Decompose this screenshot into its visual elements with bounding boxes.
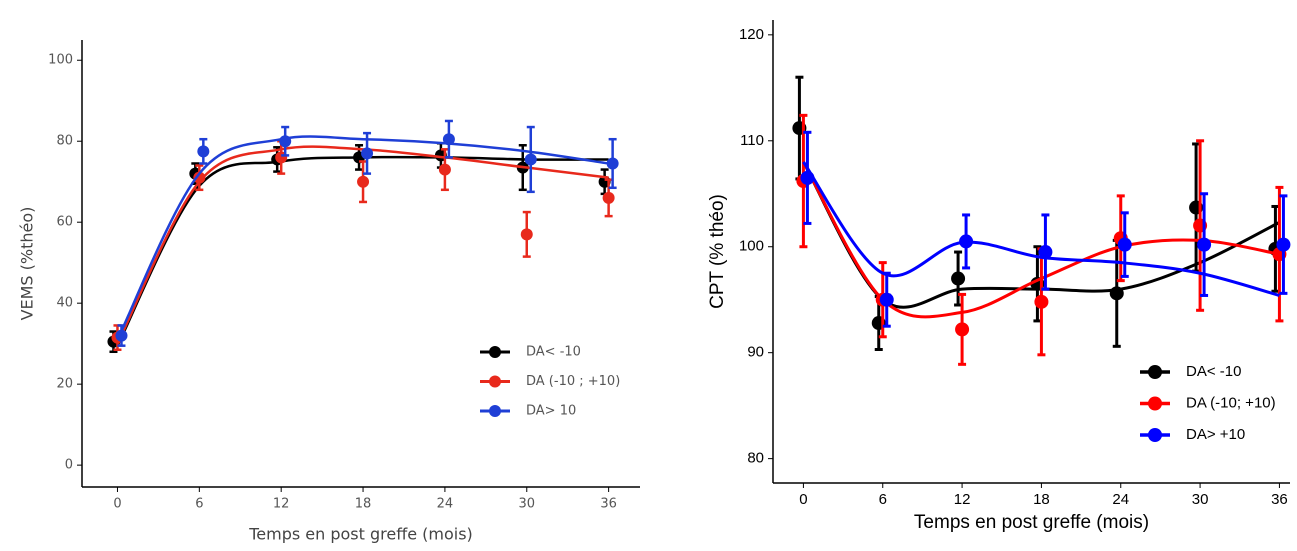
x-tick-label: 36 <box>600 497 617 512</box>
y-tick-label: 110 <box>740 132 764 149</box>
legend-dot <box>489 346 501 358</box>
point <box>520 228 533 241</box>
legend-dot <box>1148 365 1162 379</box>
point <box>197 145 210 158</box>
x-tick-label: 0 <box>799 491 807 508</box>
point <box>1109 286 1124 301</box>
x-axis-title: Temps en post greffe (mois) <box>914 512 1149 533</box>
point <box>1197 237 1212 252</box>
point <box>951 271 966 286</box>
point <box>959 234 974 249</box>
y-tick-label: 80 <box>747 450 764 467</box>
x-axis-title: Temps en post greffe (mois) <box>248 525 473 544</box>
x-tick-label: 6 <box>879 491 887 508</box>
chart-vems: 0 20 40 60 80 100 0 6 12 18 24 30 36 Temps en post gr… <box>18 40 640 544</box>
y-tick-label: 120 <box>739 26 764 43</box>
legend-label: DA< -10 <box>526 345 581 360</box>
x-tick-label: 18 <box>355 497 372 512</box>
legend-label: DA> 10 <box>526 404 576 419</box>
point <box>955 322 970 337</box>
y-tick-label: 40 <box>56 296 73 311</box>
point <box>1038 245 1053 260</box>
y-tick-label: 100 <box>48 53 73 68</box>
x-tick-label: 36 <box>1271 491 1288 508</box>
point <box>524 153 537 166</box>
legend-dot <box>1148 428 1162 442</box>
x-tick-label: 24 <box>437 497 454 512</box>
y-tick-label: 20 <box>56 377 73 392</box>
chart-cpt: 80 90 100 110 120 0 6 12 18 24 30 36 Temps en post g… <box>707 20 1291 533</box>
point <box>1276 237 1291 252</box>
y-tick-label: 60 <box>56 215 73 230</box>
point <box>1034 294 1049 309</box>
point <box>438 163 451 176</box>
point <box>442 133 455 146</box>
x-tick-label: 12 <box>954 491 971 508</box>
x-tick-label: 6 <box>195 497 203 512</box>
x-tick-label: 30 <box>1192 491 1209 508</box>
y-axis-title: VEMS (%théo) <box>18 207 37 321</box>
legend-label: DA< -10 <box>1186 363 1241 380</box>
point <box>606 157 619 170</box>
x-tick-label: 12 <box>273 497 290 512</box>
x-tick-label: 30 <box>518 497 535 512</box>
point <box>800 170 815 185</box>
legend-label: DA> +10 <box>1186 426 1245 443</box>
point <box>279 135 292 148</box>
legend-label: DA (-10; +10) <box>1186 394 1276 411</box>
legend-dot <box>1148 396 1162 411</box>
y-tick-label: 90 <box>747 344 764 361</box>
point <box>115 329 128 342</box>
fit-line <box>802 161 1280 297</box>
point <box>357 175 370 188</box>
y-axis-title: CPT (% théo) <box>707 194 728 309</box>
point <box>879 292 894 307</box>
legend-label: DA (-10 ; +10) <box>526 374 620 389</box>
y-tick-label: 100 <box>739 238 764 255</box>
fit-line <box>802 161 1280 319</box>
legend-dot <box>489 375 501 388</box>
fit-line <box>116 135 609 341</box>
y-tick-label: 0 <box>65 458 73 473</box>
fit-line <box>116 145 609 345</box>
point <box>602 191 615 204</box>
x-tick-label: 18 <box>1033 491 1050 508</box>
legend-dot <box>489 405 501 417</box>
point <box>193 171 206 184</box>
y-tick-label: 80 <box>56 134 73 149</box>
point <box>361 147 374 160</box>
x-tick-label: 24 <box>1112 491 1129 508</box>
point <box>1117 237 1132 252</box>
x-tick-label: 0 <box>113 497 121 512</box>
